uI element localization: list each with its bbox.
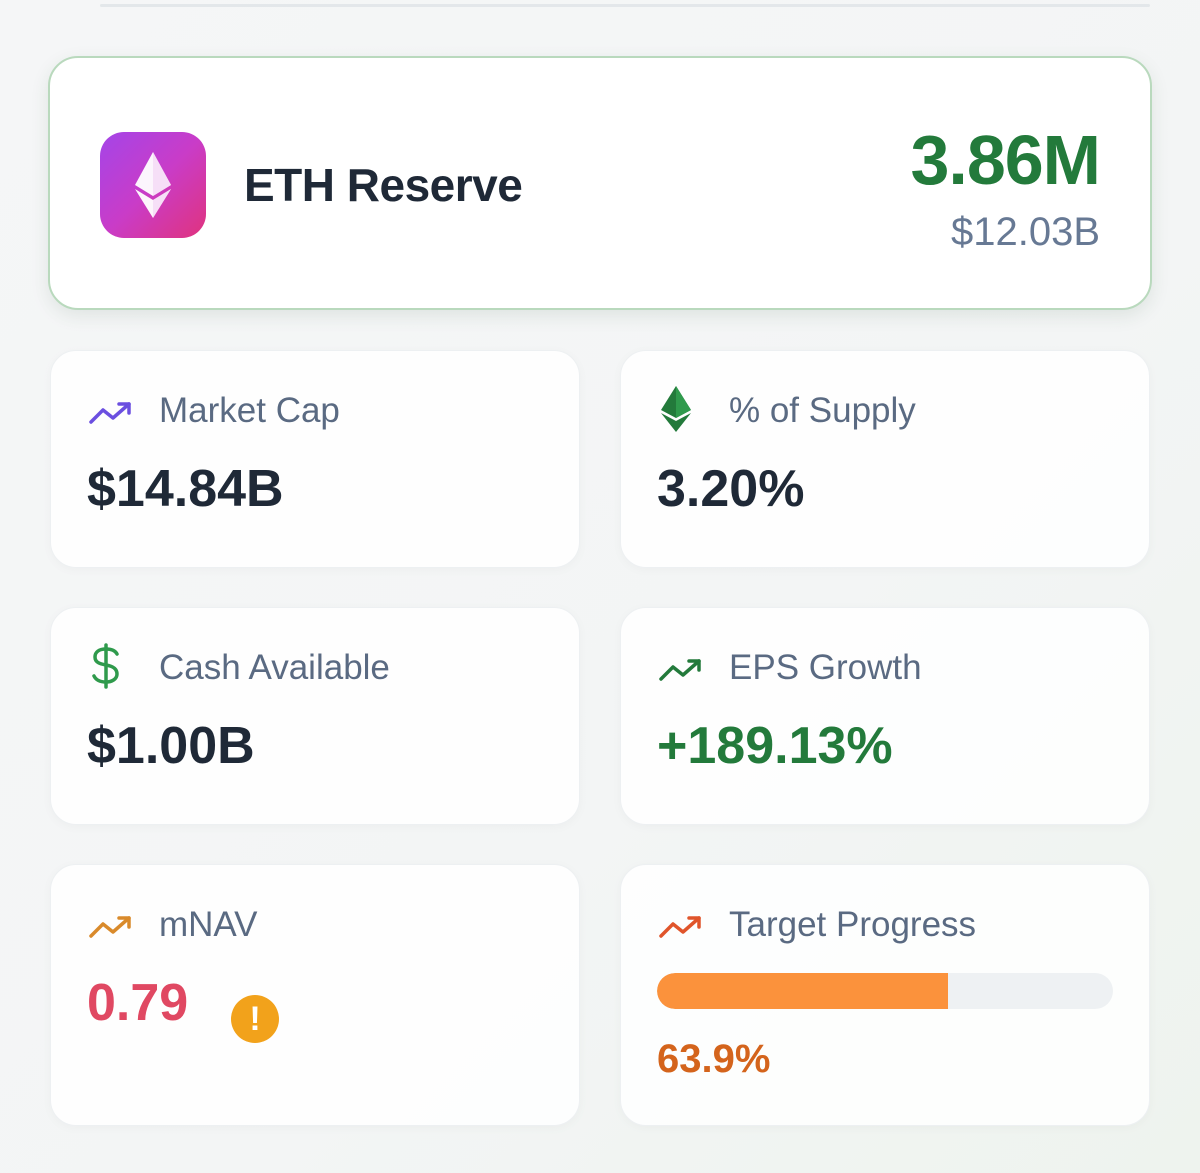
ethereum-icon [100,132,206,238]
market-cap-label: Market Cap [159,391,340,430]
dollar-icon [89,643,137,689]
target-progress-label: Target Progress [729,905,977,944]
supply-card[interactable]: % of Supply 3.20% [620,350,1150,568]
trending-up-icon [659,650,707,690]
target-progress-fill [657,973,949,1009]
reserve-amount: 3.86M [910,121,1101,199]
cash-available-label: Cash Available [159,648,390,687]
target-progress-value: 63.9% [657,1037,771,1081]
supply-label: % of Supply [729,391,916,430]
eps-growth-card[interactable]: EPS Growth +189.13% [620,607,1150,825]
eps-growth-label: EPS Growth [729,648,922,687]
top-divider [100,4,1150,7]
mnav-label: mNAV [159,905,258,944]
trending-up-icon [659,907,707,947]
eps-growth-value: +189.13% [657,717,893,775]
market-cap-card[interactable]: Market Cap $14.84B [50,350,580,568]
cash-available-value: $1.00B [87,717,255,775]
target-progress-bar [657,973,1113,1009]
supply-value: 3.20% [657,460,805,518]
market-cap-value: $14.84B [87,460,284,518]
trending-up-icon [89,907,137,947]
trending-up-icon [89,393,137,433]
mnav-value: 0.79 [87,974,189,1032]
ethereum-icon [659,386,707,432]
warning-icon[interactable]: ! [231,995,279,1043]
mnav-card[interactable]: mNAV 0.79 ! [50,864,580,1126]
eth-reserve-card[interactable]: ETH Reserve 3.86M $12.03B [48,56,1152,310]
reserve-title: ETH Reserve [244,159,523,211]
target-progress-card[interactable]: Target Progress 63.9% [620,864,1150,1126]
reserve-usd-value: $12.03B [950,210,1100,254]
cash-available-card[interactable]: Cash Available $1.00B [50,607,580,825]
